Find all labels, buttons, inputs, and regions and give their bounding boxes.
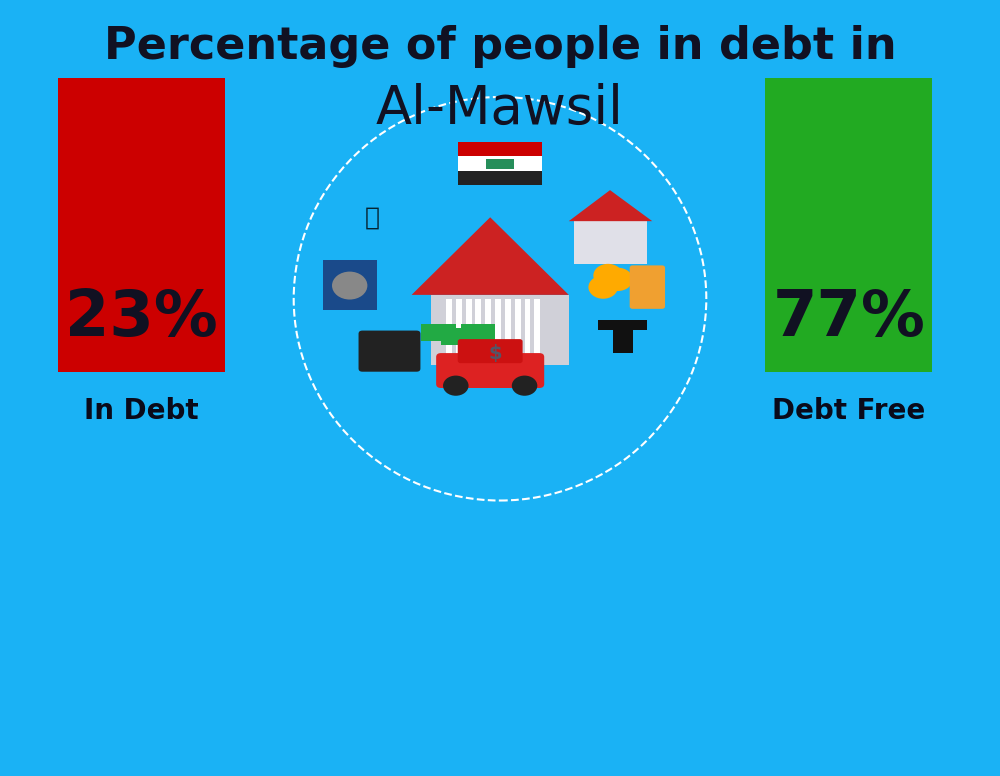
Polygon shape xyxy=(412,217,569,295)
Circle shape xyxy=(588,275,618,299)
Text: In Debt: In Debt xyxy=(84,397,199,425)
Circle shape xyxy=(443,376,469,396)
Bar xyxy=(505,299,511,361)
Text: Percentage of people in debt in: Percentage of people in debt in xyxy=(104,25,896,68)
Bar xyxy=(574,221,647,264)
Bar xyxy=(525,299,530,361)
FancyBboxPatch shape xyxy=(458,339,523,363)
Bar xyxy=(323,260,377,310)
Circle shape xyxy=(512,376,537,396)
Bar xyxy=(598,320,647,330)
Bar xyxy=(613,330,633,353)
FancyBboxPatch shape xyxy=(630,265,665,309)
FancyBboxPatch shape xyxy=(359,331,420,372)
Bar xyxy=(495,299,501,361)
Bar xyxy=(515,299,521,361)
Bar xyxy=(485,299,491,361)
Bar xyxy=(456,299,462,361)
Text: 23%: 23% xyxy=(65,287,218,349)
Bar xyxy=(534,299,540,361)
Text: $: $ xyxy=(488,344,502,362)
Ellipse shape xyxy=(299,101,701,497)
Text: 77%: 77% xyxy=(772,287,925,349)
Bar xyxy=(458,157,542,171)
Bar xyxy=(431,295,569,365)
Bar xyxy=(441,328,475,345)
FancyBboxPatch shape xyxy=(436,353,544,388)
Bar xyxy=(475,299,481,361)
Circle shape xyxy=(603,268,633,291)
Bar xyxy=(458,142,542,157)
Bar xyxy=(466,299,472,361)
Bar xyxy=(461,324,495,341)
Bar xyxy=(458,171,542,185)
Bar xyxy=(765,78,932,372)
Text: 🦅: 🦅 xyxy=(365,206,380,229)
Circle shape xyxy=(593,264,623,287)
Text: Al-Mawsil: Al-Mawsil xyxy=(376,82,624,135)
Bar xyxy=(486,158,514,168)
Circle shape xyxy=(332,272,367,300)
Polygon shape xyxy=(569,190,652,221)
Text: Debt Free: Debt Free xyxy=(772,397,925,425)
Bar xyxy=(446,299,452,361)
Bar xyxy=(58,78,225,372)
Bar xyxy=(421,324,456,341)
